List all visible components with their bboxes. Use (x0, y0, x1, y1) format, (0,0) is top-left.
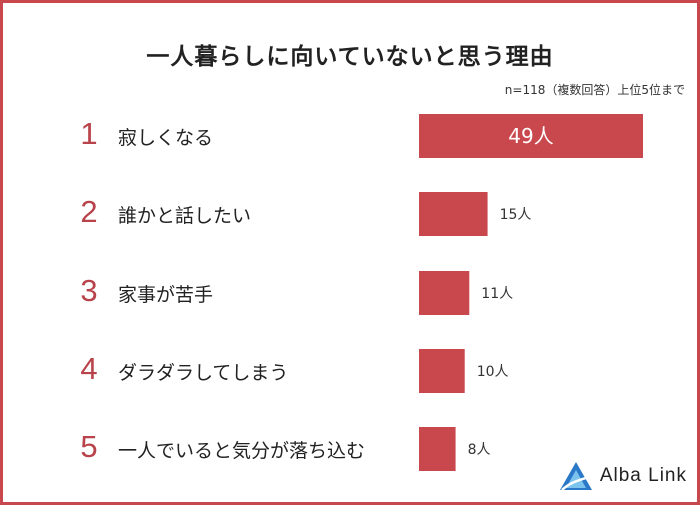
chart-title: 一人暮らしに向いていないと思う理由 (146, 44, 554, 70)
category-label: 誰かと話したい (118, 205, 252, 227)
bar (419, 427, 456, 471)
rank-number: 4 (80, 351, 98, 386)
value-label: 11人 (481, 286, 513, 302)
bar (419, 114, 643, 158)
value-label: 10人 (477, 364, 509, 380)
rank-number: 2 (80, 194, 98, 229)
brand-name: Alba Link (599, 465, 687, 486)
category-label: 家事が苦手 (118, 284, 214, 306)
alba-link-logo-icon (559, 462, 593, 491)
sample-note: n=118（複数回答）上位5位まで (504, 83, 685, 97)
brand-logo: Alba Link (558, 460, 687, 492)
rank-number: 1 (80, 116, 98, 151)
value-label: 8人 (468, 442, 491, 458)
value-label: 15人 (500, 207, 532, 223)
rank-number: 5 (80, 429, 98, 464)
rank-number: 3 (80, 273, 98, 308)
category-label: 寂しくなる (118, 127, 214, 149)
bar (419, 271, 470, 315)
bar-area: 49人 15人 11人 10人 8人 (419, 114, 643, 471)
category-label: 一人でいると気分が落ち込む (118, 440, 366, 462)
bar (419, 192, 488, 236)
value-label: 49人 (508, 124, 553, 148)
bar (419, 349, 465, 393)
category-label: ダラダラしてしまう (118, 362, 289, 384)
